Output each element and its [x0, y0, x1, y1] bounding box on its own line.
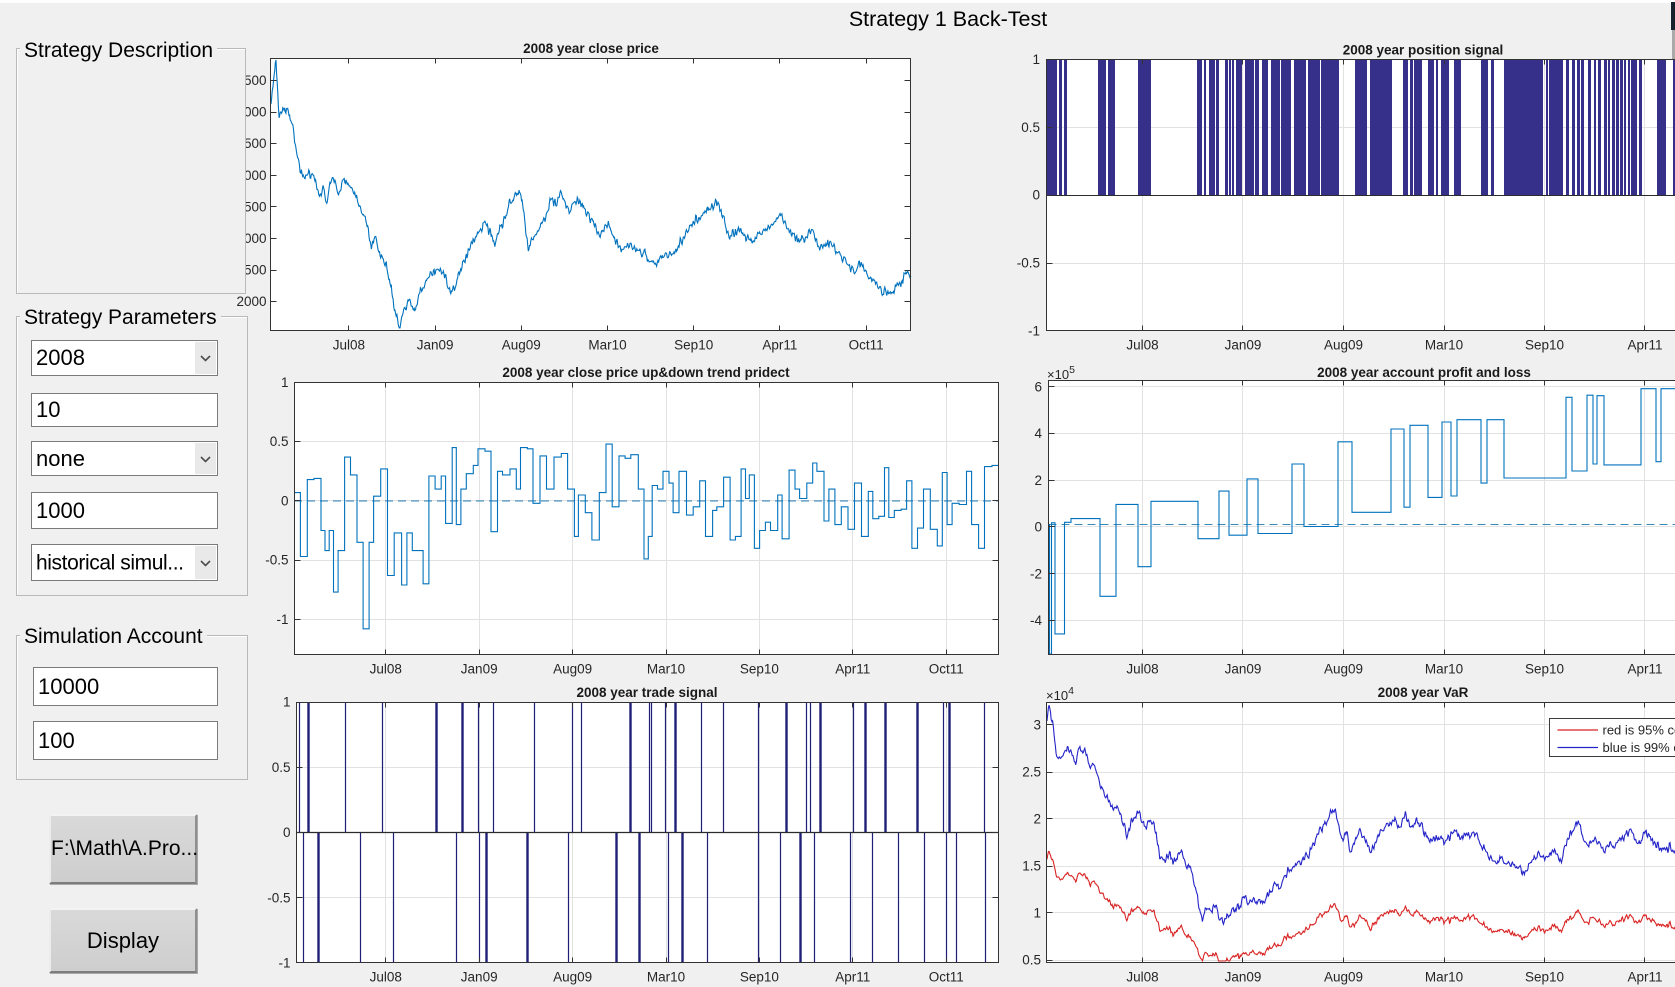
svg-text:Aug09: Aug09: [553, 662, 592, 677]
svg-text:1: 1: [1032, 52, 1040, 67]
svg-text:×104: ×104: [1046, 685, 1074, 703]
svg-text:0: 0: [283, 825, 291, 840]
svg-text:2008 year trade signal: 2008 year trade signal: [576, 685, 717, 700]
svg-text:Jan09: Jan09: [1225, 338, 1262, 353]
svg-text:Jan09: Jan09: [461, 662, 498, 677]
svg-text:Jul08: Jul08: [333, 338, 365, 353]
svg-text:Jan09: Jan09: [461, 970, 498, 985]
svg-text:Jul08: Jul08: [1126, 662, 1158, 677]
svg-text:Sep10: Sep10: [674, 338, 713, 353]
svg-text:Jan09: Jan09: [1225, 970, 1262, 985]
svg-text:Aug09: Aug09: [553, 970, 592, 985]
svg-text:3: 3: [1033, 718, 1041, 733]
svg-text:-4: -4: [1030, 613, 1042, 628]
svg-text:Apr11: Apr11: [1627, 662, 1662, 677]
svg-text:Apr11: Apr11: [1627, 338, 1662, 353]
svg-text:Apr11: Apr11: [835, 662, 870, 677]
svg-text:0: 0: [281, 493, 289, 508]
svg-text:-1: -1: [278, 956, 290, 971]
svg-text:Mar10: Mar10: [1425, 338, 1463, 353]
svg-text:red is 95% confidence: red is 95% confidence: [1603, 723, 1675, 738]
svg-text:Mar10: Mar10: [588, 338, 626, 353]
svg-text:2008 year account profit and l: 2008 year account profit and loss: [1317, 365, 1531, 380]
svg-text:Sep10: Sep10: [740, 970, 779, 985]
svg-text:-1: -1: [1028, 324, 1040, 339]
svg-text:Oct11: Oct11: [849, 338, 884, 353]
svg-text:Aug09: Aug09: [502, 338, 541, 353]
svg-text:6: 6: [1034, 379, 1042, 394]
svg-text:Sep10: Sep10: [740, 662, 779, 677]
svg-text:Apr11: Apr11: [835, 970, 870, 985]
svg-text:2.5: 2.5: [1022, 765, 1041, 780]
svg-text:1: 1: [1033, 906, 1041, 921]
svg-text:-0.5: -0.5: [265, 553, 288, 568]
svg-text:1: 1: [283, 695, 291, 710]
svg-text:0.5: 0.5: [1022, 953, 1041, 968]
svg-text:2008 year close price up&down: 2008 year close price up&down trend prid…: [502, 365, 790, 380]
svg-text:blue is 99% confidence: blue is 99% confidence: [1603, 740, 1675, 755]
svg-text:Jul08: Jul08: [370, 662, 402, 677]
svg-text:Mar10: Mar10: [647, 970, 685, 985]
svg-text:2008 year close price: 2008 year close price: [523, 41, 659, 56]
svg-text:Aug09: Aug09: [1324, 662, 1363, 677]
svg-text:Jul08: Jul08: [1126, 338, 1158, 353]
svg-text:0: 0: [1032, 188, 1040, 203]
svg-text:Mar10: Mar10: [1425, 662, 1463, 677]
svg-text:Mar10: Mar10: [647, 662, 685, 677]
svg-text:Aug09: Aug09: [1324, 970, 1363, 985]
svg-text:Jan09: Jan09: [1225, 662, 1262, 677]
svg-text:1.5: 1.5: [1022, 859, 1041, 874]
svg-text:×105: ×105: [1047, 364, 1075, 382]
svg-text:Sep10: Sep10: [1525, 338, 1564, 353]
svg-text:0: 0: [1034, 520, 1042, 535]
svg-text:-1: -1: [276, 612, 288, 627]
svg-text:Sep10: Sep10: [1525, 970, 1564, 985]
svg-text:2008 year position signal: 2008 year position signal: [1343, 43, 1504, 58]
svg-text:Jul08: Jul08: [1126, 970, 1158, 985]
svg-text:Apr11: Apr11: [1627, 970, 1662, 985]
svg-text:Aug09: Aug09: [1324, 338, 1363, 353]
svg-text:Oct11: Oct11: [929, 662, 964, 677]
svg-text:4: 4: [1034, 426, 1042, 441]
svg-text:Mar10: Mar10: [1425, 970, 1463, 985]
svg-text:2: 2: [1033, 812, 1041, 827]
svg-text:1: 1: [281, 375, 289, 390]
svg-text:0.5: 0.5: [270, 434, 289, 449]
svg-text:2: 2: [1034, 473, 1042, 488]
svg-text:0.5: 0.5: [1021, 120, 1040, 135]
svg-text:0.5: 0.5: [272, 760, 291, 775]
svg-text:Oct11: Oct11: [929, 970, 964, 985]
svg-text:Sep10: Sep10: [1525, 662, 1564, 677]
svg-text:-2: -2: [1030, 566, 1042, 581]
svg-text:2000: 2000: [236, 294, 266, 309]
svg-text:-0.5: -0.5: [1017, 256, 1040, 271]
svg-text:Jul08: Jul08: [370, 970, 402, 985]
svg-text:Apr11: Apr11: [762, 338, 797, 353]
svg-text:Jan09: Jan09: [417, 338, 454, 353]
svg-text:-0.5: -0.5: [267, 890, 290, 905]
svg-text:2008 year VaR: 2008 year VaR: [1378, 685, 1469, 700]
